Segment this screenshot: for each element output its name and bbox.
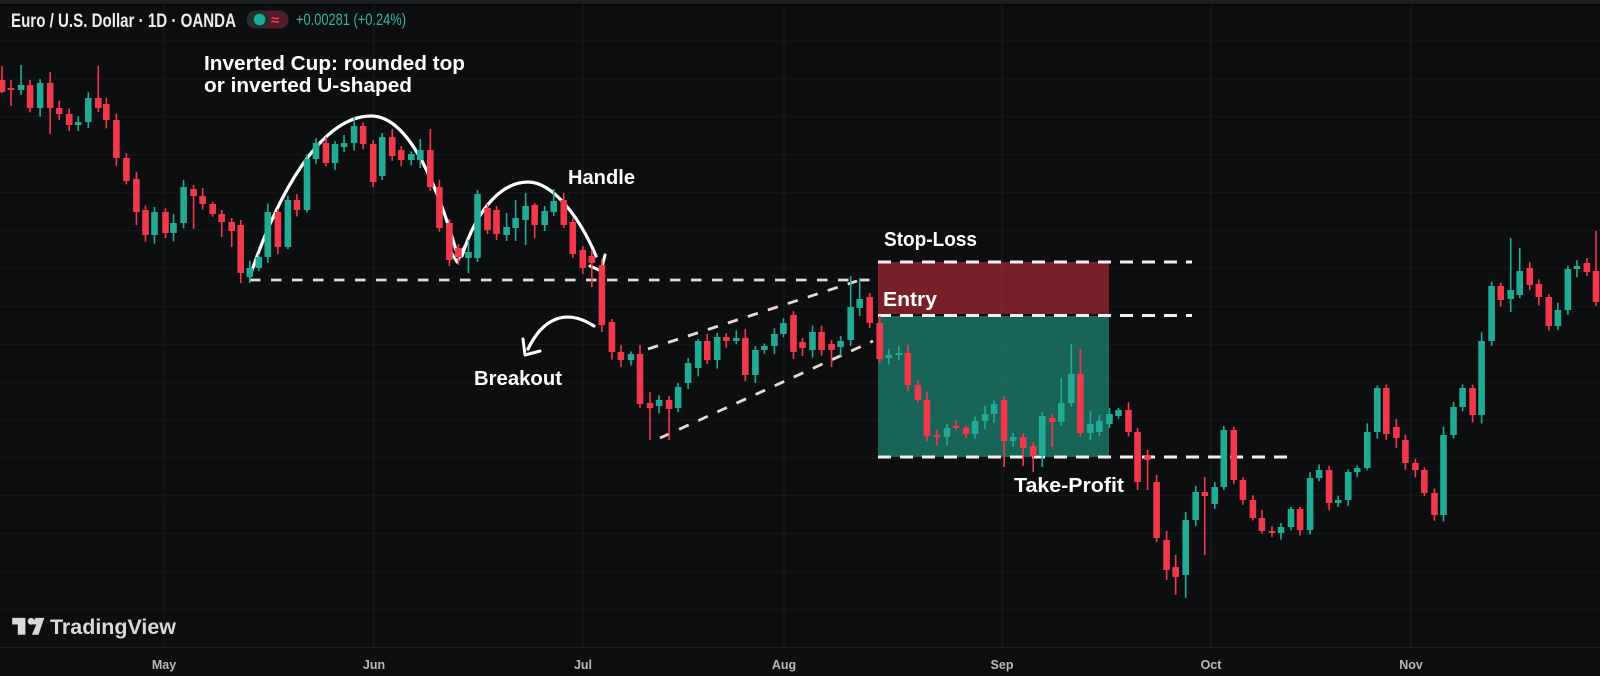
svg-text:+0.00281 (+0.24%): +0.00281 (+0.24%) [296, 11, 406, 29]
svg-text:Inverted Cup: rounded top: Inverted Cup: rounded top [204, 52, 465, 75]
svg-text:Breakout: Breakout [474, 367, 562, 390]
svg-text:or inverted U-shaped: or inverted U-shaped [204, 74, 412, 97]
svg-text:≈: ≈ [271, 12, 279, 29]
svg-text:Stop-Loss: Stop-Loss [884, 228, 977, 251]
svg-text:Oct: Oct [1201, 658, 1223, 672]
svg-text:Sep: Sep [991, 658, 1014, 672]
svg-text:Entry: Entry [883, 288, 938, 311]
svg-text:May: May [152, 658, 176, 672]
svg-text:Take-Profit: Take-Profit [1014, 474, 1124, 497]
svg-text:Handle: Handle [568, 166, 635, 189]
svg-text:Euro / U.S. Dollar · 1D · OAND: Euro / U.S. Dollar · 1D · OANDA [11, 10, 236, 32]
svg-text:Aug: Aug [772, 658, 796, 672]
svg-text:Jun: Jun [363, 658, 385, 672]
svg-text:Nov: Nov [1399, 658, 1423, 672]
svg-text:Jul: Jul [574, 658, 592, 672]
svg-text:TradingView: TradingView [50, 615, 176, 639]
